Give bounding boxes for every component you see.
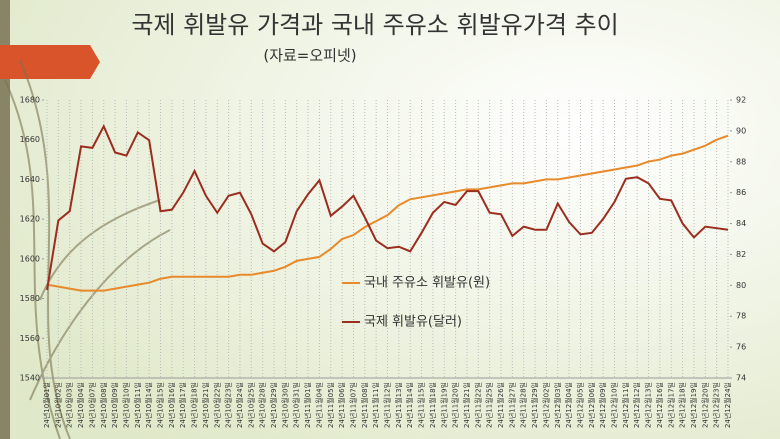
x-tick-label: 24년12월09일 xyxy=(598,382,607,428)
y2-tick-label: 82 xyxy=(736,250,746,259)
x-tick-label: 24년12월02일 xyxy=(541,382,550,428)
x-tick-label: 24년11월01일 xyxy=(303,382,312,428)
x-tick-label: 24년10월24일 xyxy=(235,382,244,428)
x-tick-label: 24년10월02일 xyxy=(53,382,62,428)
x-tick-label: 24년11월27일 xyxy=(507,382,516,428)
arrow-decoration xyxy=(0,45,100,79)
y-tick-label: 1560 xyxy=(20,334,40,343)
y2-tick-label: 84 xyxy=(736,219,746,228)
x-tick-label: 24년11월07일 xyxy=(348,382,357,428)
y-tick-label: 1580 xyxy=(20,294,40,303)
y2-tick-label: 90 xyxy=(736,126,746,135)
x-tick-label: 24년10월14일 xyxy=(144,382,153,428)
x-tick-label: 24년11월28일 xyxy=(519,382,528,428)
x-tick-label: 24년12월16일 xyxy=(655,382,664,428)
plot: 1540 1560 1580 1600 1620 1640 1660 1680 74 76 78 80… xyxy=(20,96,747,429)
y-tick-label: 1620 xyxy=(20,215,40,224)
y-tick-label: 1660 xyxy=(20,135,40,144)
x-tick-label: 24년12월13일 xyxy=(644,382,653,428)
y-tick-label: 1680 xyxy=(20,96,40,105)
x-tick-label: 24년12월11일 xyxy=(621,382,630,428)
x-tick-label: 24년12월03일 xyxy=(553,382,562,428)
x-tick-label: 24년12월19일 xyxy=(689,382,698,428)
x-tick-label: 24년10월23일 xyxy=(224,382,233,428)
x-tick-label: 24년11월15일 xyxy=(417,382,426,428)
x-tick-label: 24년10월11일 xyxy=(133,382,142,428)
x-tick-label: 24년10월25일 xyxy=(246,382,255,428)
x-tick-label: 24년11월26일 xyxy=(496,382,505,428)
x-tick-label: 24년10월31일 xyxy=(292,382,301,428)
x-tick-label: 24년10월09일 xyxy=(110,382,119,428)
x-tick-label: 24년12월04일 xyxy=(564,382,573,428)
x-tick-label: 24년11월08일 xyxy=(360,382,369,428)
x-tick-label: 24년12월10일 xyxy=(610,382,619,428)
series-line xyxy=(46,134,729,292)
x-tick-label: 24년12월06일 xyxy=(587,382,596,428)
series-line xyxy=(46,123,729,291)
x-tick-label: 24년10월10일 xyxy=(121,382,130,428)
x-tick-label: 24년10월08일 xyxy=(99,382,108,428)
decoration-curves xyxy=(4,59,171,439)
x-tick-label: 24년10월18일 xyxy=(190,382,199,428)
y2-tick-label: 92 xyxy=(736,96,746,105)
x-tick-label: 24년11월06일 xyxy=(337,382,346,428)
x-tick-label: 24년11월25일 xyxy=(485,382,494,428)
x-tick-label: 24년10월22일 xyxy=(212,382,221,428)
y2-tick-label: 78 xyxy=(736,312,746,321)
x-tick-label: 24년12월12일 xyxy=(632,382,641,428)
x-tick-label: 24년11월04일 xyxy=(314,382,323,428)
x-tick-label: 24년11월05일 xyxy=(326,382,335,428)
x-tick-label: 24년11월13일 xyxy=(394,382,403,428)
y2-tick-label: 88 xyxy=(736,157,746,166)
x-tick-label: 24년11월14일 xyxy=(405,382,414,428)
x-tick-label: 24년11월18일 xyxy=(428,382,437,428)
x-tick-label: 24년10월29일 xyxy=(269,382,278,428)
x-tick-label: 24년10월03일 xyxy=(65,382,74,428)
x-tick-label: 24년11월22일 xyxy=(473,382,482,428)
x-tick-label: 24년10월16일 xyxy=(167,382,176,428)
y2-tick-label: 86 xyxy=(736,188,746,197)
x-tick-label: 24년10월07일 xyxy=(87,382,96,428)
x-tick-label: 24년11월19일 xyxy=(439,382,448,428)
x-tick-label: 24년10월28일 xyxy=(258,382,267,428)
x-tick-label: 24년12월23일 xyxy=(712,382,721,428)
x-tick-label: 24년12월05일 xyxy=(575,382,584,428)
x-tick-label: 24년10월01일 xyxy=(42,382,51,428)
x-tick-label: 24년12월18일 xyxy=(678,382,687,428)
chart-subtitle: (자료=오피넷) xyxy=(263,47,356,65)
x-tick-label: 24년10월15일 xyxy=(156,382,165,428)
y2-tick-label: 74 xyxy=(736,374,746,383)
x-tick-label: 24년10월30일 xyxy=(280,382,289,428)
x-tick-label: 24년11월29일 xyxy=(530,382,539,428)
y2-tick-label: 80 xyxy=(736,281,746,290)
legend-label: 국내 주유소 휘발유(원) xyxy=(364,276,490,291)
x-tick-label: 24년10월21일 xyxy=(201,382,210,428)
y2-tick-label: 76 xyxy=(736,343,746,352)
side-bar xyxy=(0,0,10,439)
x-tick-label: 24년11월11일 xyxy=(371,382,380,428)
x-tick-label: 24년12월24일 xyxy=(723,382,732,428)
y-tick-label: 1640 xyxy=(20,175,40,184)
y-tick-label: 1600 xyxy=(20,254,40,263)
x-tick-label: 24년11월12일 xyxy=(383,382,392,428)
x-tick-label: 24년12월20일 xyxy=(700,382,709,428)
legend-label: 국제 휘발유(달러) xyxy=(364,315,462,330)
chart-title: 국제 휘발유 가격과 국내 주유소 휘발유가격 추이 xyxy=(131,11,618,39)
x-tick-label: 24년11월21일 xyxy=(462,382,471,428)
x-tick-label: 24년10월04일 xyxy=(76,382,85,428)
y-tick-label: 1540 xyxy=(20,374,40,383)
x-tick-label: 24년10월17일 xyxy=(178,382,187,428)
x-tick-label: 24년11월20일 xyxy=(451,382,460,428)
x-tick-label: 24년12월17일 xyxy=(666,382,675,428)
